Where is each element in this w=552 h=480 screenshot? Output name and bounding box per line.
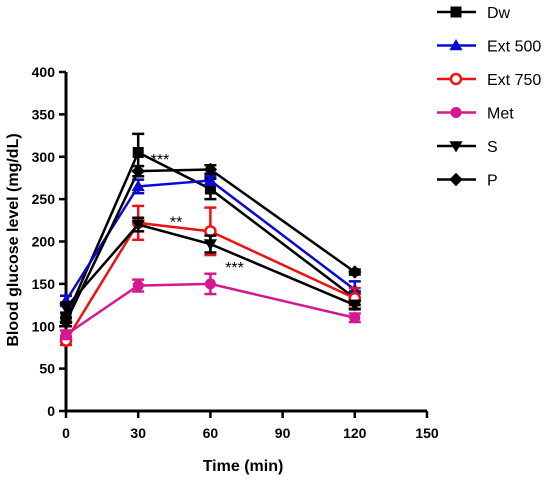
series-line — [65, 282, 356, 336]
data-point — [203, 173, 218, 186]
series-line — [65, 223, 356, 309]
legend-marker — [449, 72, 463, 86]
significance-label: ** — [170, 214, 182, 231]
legend-marker — [450, 6, 462, 18]
series-met — [60, 272, 361, 341]
legend-label: Dw — [487, 5, 511, 22]
data-point — [59, 302, 73, 315]
significance-label: *** — [225, 260, 244, 277]
series-line — [64, 221, 356, 342]
y-tick-label: 300 — [32, 149, 56, 165]
legend-marker — [449, 39, 463, 51]
series-line — [64, 179, 356, 302]
data-point — [203, 239, 218, 251]
y-axis-title: Blood glucose level (mg/dL) — [5, 133, 22, 346]
y-tick-label: 200 — [32, 234, 56, 250]
legend-marker — [449, 172, 463, 187]
legend-marker — [450, 107, 462, 118]
legend-item: Ext 500 — [437, 39, 541, 56]
series-line — [64, 168, 356, 323]
data-point — [204, 278, 216, 290]
legend-item: Dw — [437, 5, 511, 22]
data-point — [60, 329, 72, 341]
legend-item: S — [437, 139, 498, 156]
significance-label: *** — [151, 152, 170, 169]
x-tick-label: 150 — [415, 425, 439, 441]
y-tick-label: 150 — [32, 276, 56, 292]
y-tick-label: 350 — [32, 106, 56, 122]
legend-item: Met — [437, 106, 514, 123]
plot-area — [59, 132, 362, 347]
data-point — [131, 164, 145, 178]
x-tick-label: 90 — [275, 425, 291, 441]
legend-item: Ext 750 — [437, 72, 541, 89]
x-axis-title: Time (min) — [203, 458, 284, 475]
legend: Dw Ext 500 Ext 750 Met SP — [437, 5, 541, 190]
axes: 0 50 100 150 200 250 300 350 400 0 30 60 90 120 150 — [32, 64, 439, 441]
data-point — [349, 312, 361, 324]
series-s — [59, 216, 362, 315]
data-point — [348, 300, 362, 312]
data-point — [203, 162, 218, 177]
data-point — [132, 147, 144, 159]
y-tick-label: 50 — [39, 361, 55, 377]
x-tick-label: 60 — [203, 425, 219, 441]
legend-label: Ext 500 — [487, 39, 541, 56]
y-tick-label: 100 — [32, 318, 56, 334]
data-point — [348, 265, 362, 279]
x-tick-label: 30 — [130, 425, 146, 441]
x-tick-label: 0 — [62, 425, 70, 441]
data-point — [131, 219, 145, 232]
legend-label: Ext 750 — [487, 72, 541, 89]
legend-label: Met — [487, 106, 514, 123]
legend-marker — [449, 141, 463, 153]
y-tick-label: 250 — [32, 191, 56, 207]
y-tick-label: 400 — [32, 64, 56, 80]
series-p — [59, 162, 362, 329]
data-point — [132, 280, 144, 292]
legend-label: S — [487, 139, 498, 156]
annotations: ******** — [151, 152, 244, 277]
legend-item: P — [437, 173, 498, 190]
x-tick-label: 120 — [343, 425, 367, 441]
y-tick-label: 0 — [47, 403, 55, 419]
data-point — [59, 315, 73, 329]
data-point — [131, 179, 145, 192]
legend-label: P — [487, 173, 498, 190]
